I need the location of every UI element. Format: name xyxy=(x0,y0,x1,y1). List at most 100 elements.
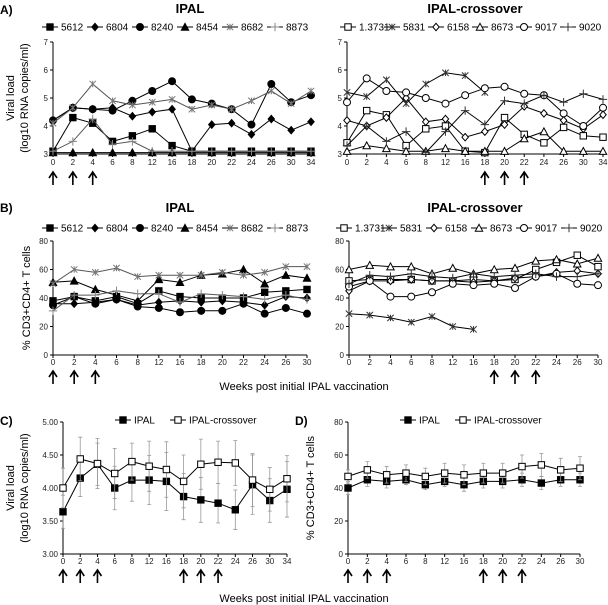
data-point xyxy=(267,114,276,124)
data-point xyxy=(552,272,561,281)
data-point xyxy=(343,115,351,125)
data-point xyxy=(239,299,248,308)
data-point xyxy=(363,93,371,101)
x-tick-label: 30 xyxy=(576,557,585,566)
legend-item: 6158 xyxy=(428,23,470,34)
data-point xyxy=(551,254,562,264)
x-tick-label: 34 xyxy=(599,158,608,167)
data-point xyxy=(407,318,415,326)
data-point xyxy=(134,273,142,281)
x-tick-label: 20 xyxy=(207,158,216,167)
data-point xyxy=(306,147,316,156)
legend-item: 5612 xyxy=(42,224,84,235)
series-8454 xyxy=(48,147,316,157)
y-tick-label: 3 xyxy=(44,150,49,159)
legend-marker-icon xyxy=(564,223,574,233)
data-point xyxy=(479,469,488,477)
y-tick-label: 0 xyxy=(44,351,49,360)
series-6158 xyxy=(343,93,607,142)
legend-item: 5831 xyxy=(381,224,423,235)
data-point xyxy=(133,289,142,298)
data-point xyxy=(559,123,568,132)
legend-item: 1.3731 xyxy=(340,23,390,34)
data-point xyxy=(168,77,177,86)
data-point xyxy=(344,472,352,481)
legend-item: IPAL-crossover xyxy=(170,416,257,427)
data-point xyxy=(218,268,226,276)
x-tick-label: 24 xyxy=(247,158,256,167)
legend-marker-icon xyxy=(119,416,127,424)
y-tick-label: 4 xyxy=(338,122,343,131)
data-point xyxy=(345,310,353,318)
legend-item: 8873 xyxy=(267,224,309,235)
data-point xyxy=(559,146,569,155)
vaccination-arrow-icon xyxy=(213,568,223,583)
legend-marker-icon xyxy=(136,23,144,31)
data-point xyxy=(578,146,588,155)
data-point xyxy=(214,499,222,507)
data-point xyxy=(286,147,296,156)
legend-label: 9020 xyxy=(579,23,602,34)
vaccination-arrow-icon xyxy=(48,369,58,384)
data-point xyxy=(227,118,236,128)
x-tick-label: 0 xyxy=(51,158,56,167)
x-tick-label: 16 xyxy=(461,158,470,167)
data-point xyxy=(593,269,603,278)
data-point xyxy=(500,120,509,130)
y-tick-label: 3.50 xyxy=(42,517,58,526)
data-point xyxy=(59,508,67,516)
x-tick-label: 22 xyxy=(518,557,527,566)
data-point xyxy=(382,113,391,123)
data-point xyxy=(218,290,227,300)
data-point xyxy=(343,98,351,107)
legend-label: 8454 xyxy=(196,224,219,235)
x-tick-label: 4 xyxy=(388,358,393,367)
x-tick-label: 30 xyxy=(265,557,274,566)
x-tick-label: 8 xyxy=(130,557,135,566)
data-point xyxy=(540,139,548,147)
vaccination-arrow-icon xyxy=(499,170,510,185)
data-point xyxy=(490,272,499,281)
data-point xyxy=(428,312,436,321)
x-tick-label: 4 xyxy=(93,358,98,367)
x-tick-label: 12 xyxy=(148,158,157,167)
data-point xyxy=(386,292,395,301)
data-point xyxy=(155,271,163,279)
x-tick-label: 2 xyxy=(364,158,369,167)
data-point xyxy=(176,308,184,317)
data-point xyxy=(69,104,77,112)
data-point xyxy=(382,76,390,84)
data-point xyxy=(520,99,529,108)
data-point xyxy=(362,74,371,83)
series-line xyxy=(346,131,603,152)
data-point xyxy=(282,263,290,271)
data-point xyxy=(599,133,607,141)
data-point xyxy=(108,97,117,105)
data-point xyxy=(128,101,136,109)
data-point xyxy=(469,325,478,333)
x-tick-label: 24 xyxy=(260,358,269,367)
data-point xyxy=(428,276,436,286)
vaccination-arrow-icon xyxy=(343,568,353,583)
vaccination-arrow-icon xyxy=(382,568,392,583)
data-point xyxy=(460,106,470,115)
legend-item: IPAL-crossover xyxy=(455,416,542,427)
data-point xyxy=(440,469,449,477)
data-point xyxy=(302,273,312,282)
x-tick-label: 4 xyxy=(384,158,389,167)
legend-label: IPAL xyxy=(134,416,155,427)
x-tick-label: 18 xyxy=(480,158,489,167)
data-point xyxy=(148,98,156,106)
data-point xyxy=(362,121,371,131)
data-point xyxy=(133,296,143,305)
legend-label: 8682 xyxy=(241,23,264,34)
x-tick-label: 2 xyxy=(72,358,77,367)
data-point xyxy=(461,72,469,80)
y-tick-label: 5.00 xyxy=(42,418,58,427)
data-point xyxy=(218,296,227,306)
x-tick-label: 8 xyxy=(130,158,135,167)
chart-title: IPAL xyxy=(166,200,195,215)
x-tick-label: 26 xyxy=(281,358,290,367)
